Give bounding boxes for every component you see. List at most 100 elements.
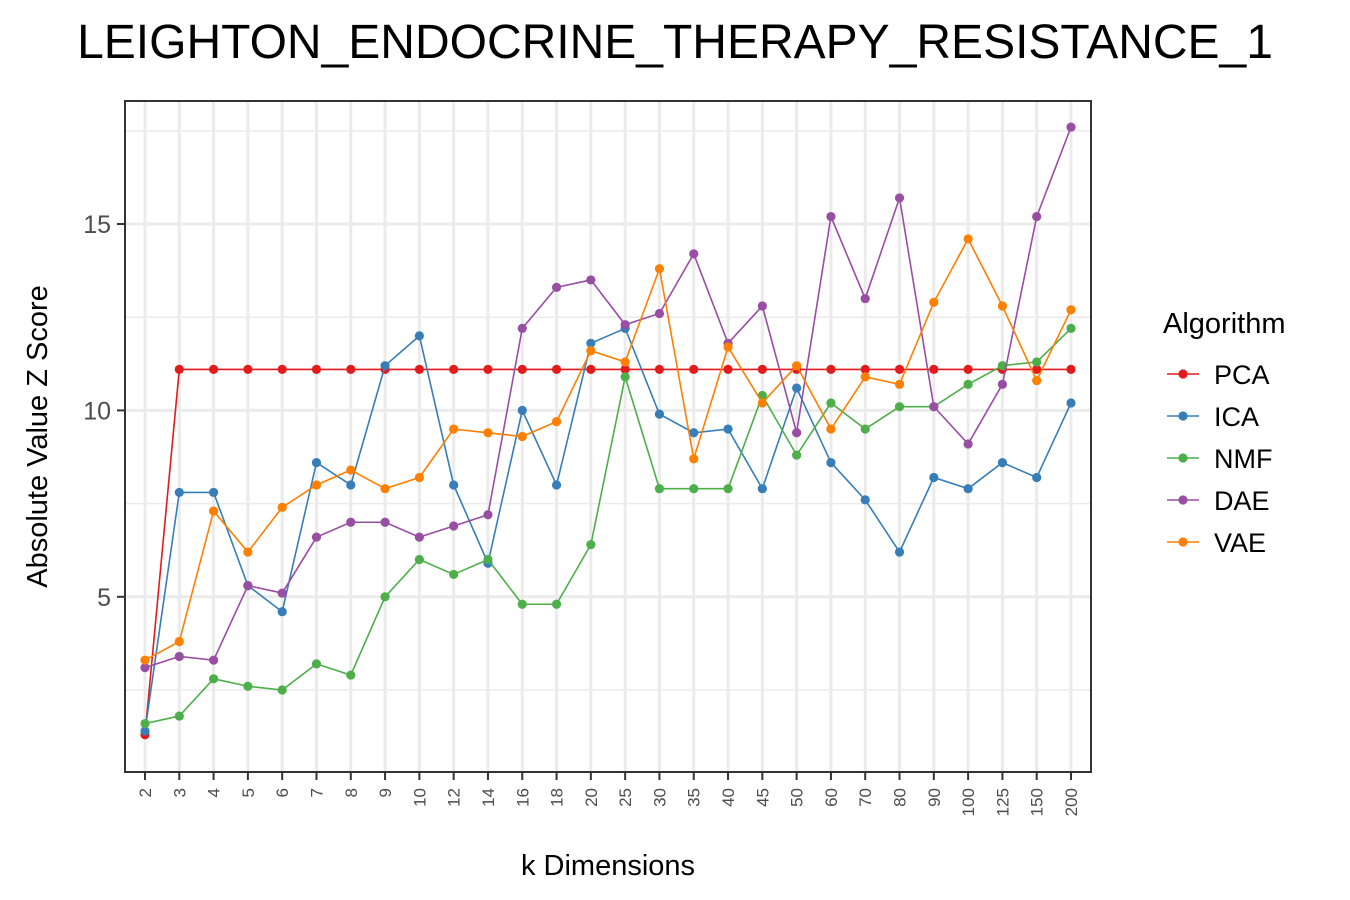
- x-tick-label: 60: [822, 788, 841, 807]
- x-tick-label: 3: [170, 788, 189, 797]
- y-tick-label: 10: [83, 397, 111, 425]
- data-point-dae: [277, 588, 287, 598]
- data-point-vae: [757, 398, 767, 408]
- data-point-pca: [174, 364, 184, 374]
- data-point-nmf: [174, 711, 184, 721]
- series-line-dae: [144, 126, 1072, 669]
- data-point-vae: [311, 480, 322, 490]
- y-tick-label: 5: [97, 584, 111, 612]
- legend-item-ica: ICA: [1167, 402, 1259, 432]
- data-point-nmf: [414, 554, 424, 565]
- data-point-ica: [723, 424, 733, 434]
- data-point-dae: [963, 439, 973, 449]
- legend-label: DAE: [1214, 486, 1270, 516]
- data-point-pca: [243, 364, 253, 374]
- data-point-nmf: [586, 540, 596, 550]
- data-point-dae: [654, 308, 665, 319]
- data-point-pca: [689, 364, 699, 374]
- data-point-pca: [483, 364, 493, 374]
- data-point-nmf: [277, 685, 287, 695]
- data-point-ica: [894, 547, 905, 557]
- x-tick-label: 90: [925, 788, 944, 807]
- series-layer: [140, 122, 1076, 740]
- data-point-ica: [346, 480, 356, 490]
- data-point-dae: [483, 510, 493, 520]
- data-point-nmf: [963, 379, 973, 389]
- x-tick-label: 80: [891, 788, 910, 807]
- data-point-pca: [963, 364, 973, 374]
- data-point-dae: [311, 532, 322, 542]
- series-pca: [140, 364, 1076, 740]
- series-dae: [140, 122, 1076, 673]
- data-point-vae: [346, 465, 356, 475]
- series-line-pca: [144, 368, 1071, 735]
- data-point-ica: [551, 480, 562, 490]
- data-point-dae: [243, 581, 253, 591]
- series-line-vae: [144, 237, 1072, 661]
- data-point-nmf: [208, 674, 219, 684]
- data-point-vae: [929, 297, 939, 307]
- data-point-ica: [757, 484, 767, 494]
- panel-border: [124, 100, 1092, 773]
- data-point-ica: [997, 457, 1008, 468]
- data-point-vae: [997, 301, 1008, 311]
- data-point-vae: [1066, 305, 1076, 315]
- x-axis-title: k Dimensions: [521, 850, 695, 882]
- x-tick-label: 20: [582, 788, 601, 807]
- data-point-dae: [174, 651, 184, 662]
- data-point-pca: [449, 364, 459, 374]
- data-point-pca: [1066, 364, 1076, 374]
- x-tick-label: 18: [548, 788, 567, 807]
- data-point-ica: [311, 457, 322, 468]
- data-point-dae: [517, 323, 527, 333]
- data-point-dae: [929, 402, 939, 412]
- legend-label: NMF: [1214, 444, 1272, 474]
- data-point-pca: [311, 364, 322, 374]
- series-line-nmf: [144, 327, 1072, 725]
- legend-item-vae: VAE: [1167, 528, 1266, 558]
- data-point-pca: [723, 364, 733, 374]
- data-point-vae: [723, 342, 733, 352]
- series-vae: [140, 234, 1076, 665]
- data-point-pca: [586, 364, 596, 374]
- data-point-vae: [826, 424, 836, 434]
- x-tick-label: 7: [307, 788, 326, 797]
- y-axis-title: Absolute Value Z Score: [22, 285, 54, 588]
- data-point-ica: [449, 480, 459, 490]
- data-point-vae: [414, 472, 424, 483]
- data-point-pca: [654, 364, 665, 374]
- data-point-nmf: [449, 569, 459, 580]
- legend-label: ICA: [1214, 402, 1259, 432]
- data-point-ica: [860, 495, 870, 505]
- data-point-dae: [551, 282, 562, 292]
- data-point-vae: [483, 428, 493, 438]
- series-line-ica: [144, 327, 1072, 732]
- data-point-vae: [963, 234, 973, 244]
- data-point-vae: [208, 506, 219, 516]
- data-point-dae: [1032, 211, 1042, 222]
- legend-items: PCA ICA NMF DAE VAE: [1167, 360, 1272, 558]
- data-point-vae: [140, 655, 150, 665]
- data-point-dae: [346, 517, 356, 527]
- data-point-dae: [894, 193, 905, 203]
- data-point-dae: [414, 532, 424, 542]
- data-point-dae: [826, 211, 836, 222]
- data-point-vae: [620, 357, 630, 367]
- data-point-ica: [929, 472, 939, 483]
- data-point-vae: [586, 346, 596, 356]
- x-tick-label: 14: [479, 788, 498, 807]
- y-tick-label: 15: [83, 211, 111, 239]
- data-point-vae: [860, 372, 870, 382]
- data-point-dae: [997, 379, 1008, 389]
- data-point-dae: [208, 655, 219, 665]
- x-tick-label: 5: [239, 788, 258, 797]
- data-point-vae: [174, 636, 184, 647]
- x-tick-label: 4: [205, 788, 224, 797]
- data-point-pca: [414, 364, 424, 374]
- series-nmf: [140, 323, 1076, 729]
- x-tick-label: 30: [650, 788, 669, 807]
- legend-key-point: [1178, 495, 1188, 505]
- x-tick-label: 150: [1028, 788, 1047, 816]
- data-point-dae: [1066, 122, 1076, 132]
